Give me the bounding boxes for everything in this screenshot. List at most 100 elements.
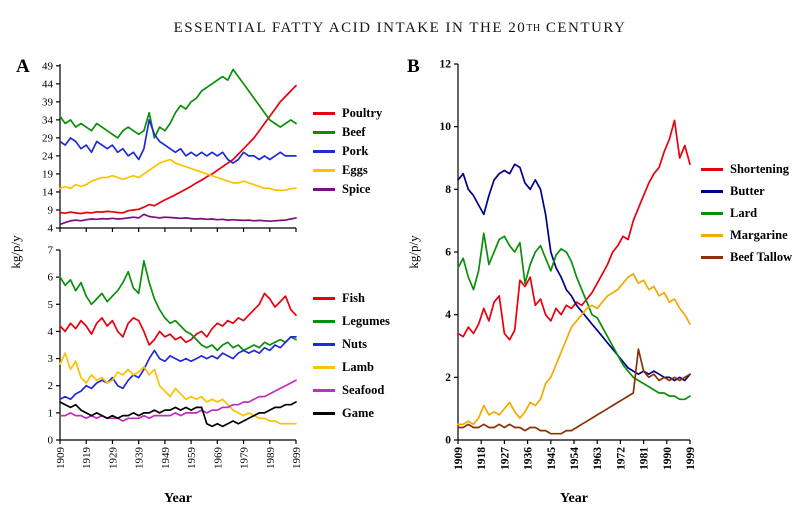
legend-item-legumes: Legumes bbox=[313, 310, 390, 333]
legend-label-fish: Fish bbox=[342, 291, 365, 305]
y-tick-label: 7 bbox=[48, 245, 54, 257]
series-beef-tallow bbox=[457, 348, 691, 435]
x-tick-label: 1979 bbox=[239, 447, 251, 470]
legend-swatch-lamb bbox=[313, 366, 335, 369]
legend-label-poultry: Poultry bbox=[342, 106, 383, 120]
legend-panel-a-top: Poultry Beef Pork Eggs Spice bbox=[313, 104, 382, 199]
legend-item-beef: Beef bbox=[313, 123, 382, 142]
legend-label-lamb: Lamb bbox=[342, 360, 374, 374]
x-tick-label: 1939 bbox=[134, 447, 146, 470]
legend-panel-b: Shortening Butter Lard Margarine Beef Tallow bbox=[701, 158, 792, 268]
legend-item-fish: Fish bbox=[313, 287, 390, 310]
x-tick-label: 1981 bbox=[639, 447, 651, 470]
y-axis-title: kg/p/y bbox=[406, 235, 421, 269]
legend-swatch-margarine bbox=[701, 233, 723, 237]
legend-item-beef-tallow: Beef Tallow bbox=[701, 246, 792, 268]
x-tick-label: 1969 bbox=[212, 447, 224, 470]
legend-label-seafood: Seafood bbox=[342, 383, 385, 397]
x-axis-title: Year bbox=[560, 491, 588, 506]
series-margarine bbox=[457, 273, 691, 426]
y-tick-label: 9 bbox=[48, 204, 54, 216]
x-tick-label: 1949 bbox=[160, 447, 172, 470]
y-tick-label: 10 bbox=[440, 121, 452, 133]
legend-swatch-legumes bbox=[313, 320, 335, 323]
legend-swatch-game bbox=[313, 412, 335, 415]
y-tick-label: 12 bbox=[440, 59, 452, 71]
legend-swatch-eggs bbox=[313, 169, 335, 172]
y-tick-label: 6 bbox=[445, 247, 451, 259]
legend-item-poultry: Poultry bbox=[313, 104, 382, 123]
legend-swatch-pork bbox=[313, 150, 335, 153]
figure-title-main: ESSENTIAL FATTY ACID INTAKE IN THE 20 bbox=[173, 20, 527, 36]
series-spice bbox=[59, 213, 297, 226]
legend-label-butter: Butter bbox=[730, 183, 765, 198]
series-eggs bbox=[59, 158, 297, 192]
legend-label-lard: Lard bbox=[730, 205, 758, 220]
panel-a-label: A bbox=[16, 56, 30, 77]
legend-swatch-lard bbox=[701, 211, 723, 215]
y-tick-label: 4 bbox=[48, 223, 54, 235]
legend-item-seafood: Seafood bbox=[313, 379, 390, 402]
legend-item-pork: Pork bbox=[313, 142, 382, 161]
y-tick-label: 19 bbox=[42, 168, 54, 180]
legend-swatch-butter bbox=[701, 189, 723, 193]
legend-swatch-nuts bbox=[313, 343, 335, 346]
y-tick-label: 0 bbox=[48, 435, 54, 447]
legend-swatch-spice bbox=[313, 188, 335, 191]
y-tick-label: 44 bbox=[42, 78, 54, 90]
y-tick-label: 3 bbox=[48, 353, 54, 365]
legend-item-shortening: Shortening bbox=[701, 158, 792, 180]
x-tick-label: 1959 bbox=[186, 447, 198, 470]
y-tick-label: 34 bbox=[42, 114, 54, 126]
series-beef bbox=[59, 68, 297, 139]
x-tick-label: 1972 bbox=[615, 447, 627, 470]
x-tick-label: 1945 bbox=[546, 447, 558, 470]
y-tick-label: 14 bbox=[42, 186, 54, 198]
series-shortening bbox=[457, 119, 691, 341]
figure-title-suffix: CENTURY bbox=[540, 20, 627, 36]
legend-item-game: Game bbox=[313, 402, 390, 425]
x-tick-label: 1990 bbox=[662, 447, 674, 470]
panel-b-label: B bbox=[407, 56, 420, 77]
x-tick-label: 1999 bbox=[291, 447, 303, 470]
legend-item-lamb: Lamb bbox=[313, 356, 390, 379]
y-tick-label: 1 bbox=[48, 407, 54, 419]
figure-title: ESSENTIAL FATTY ACID INTAKE IN THE 20TH … bbox=[0, 20, 800, 37]
series-nuts bbox=[59, 336, 297, 401]
y-tick-label: 2 bbox=[445, 372, 451, 384]
y-tick-label: 4 bbox=[48, 326, 54, 338]
x-tick-label: 1918 bbox=[476, 447, 488, 470]
x-tick-label: 1909 bbox=[453, 447, 465, 470]
series-pork bbox=[59, 119, 297, 164]
x-tick-label: 1989 bbox=[265, 447, 277, 470]
x-tick-label: 1919 bbox=[81, 447, 93, 470]
x-tick-label: 1936 bbox=[523, 447, 535, 470]
x-axis-title: Year bbox=[164, 491, 192, 506]
x-tick-label: 1963 bbox=[592, 447, 604, 470]
x-tick-label: 1999 bbox=[685, 447, 697, 470]
series-legumes bbox=[59, 260, 297, 352]
legend-label-shortening: Shortening bbox=[730, 161, 790, 176]
y-tick-label: 5 bbox=[48, 299, 54, 311]
figure-title-ordinal: TH bbox=[526, 23, 541, 34]
legend-label-beef: Beef bbox=[342, 125, 366, 139]
legend-label-eggs: Eggs bbox=[342, 163, 368, 177]
legend-swatch-seafood bbox=[313, 389, 335, 392]
y-axis-title: kg/p/y bbox=[8, 235, 23, 269]
legend-label-nuts: Nuts bbox=[342, 337, 368, 351]
y-tick-label: 2 bbox=[48, 380, 54, 392]
legend-label-game: Game bbox=[342, 406, 374, 420]
series-game bbox=[59, 401, 297, 428]
legend-item-lard: Lard bbox=[701, 202, 792, 224]
legend-swatch-fish bbox=[313, 297, 335, 300]
legend-label-pork: Pork bbox=[342, 144, 369, 158]
series-poultry bbox=[59, 84, 297, 215]
series-lamb bbox=[59, 352, 297, 425]
panel-b-chart: 0 2 4 6 8 10 12 1909 1918 1927 1936 1945 1954 1963 197… bbox=[406, 59, 697, 507]
legend-label-beef-tallow: Beef Tallow bbox=[730, 249, 793, 264]
legend-item-margarine: Margarine bbox=[701, 224, 792, 246]
legend-item-butter: Butter bbox=[701, 180, 792, 202]
legend-swatch-beef-tallow bbox=[701, 255, 723, 259]
